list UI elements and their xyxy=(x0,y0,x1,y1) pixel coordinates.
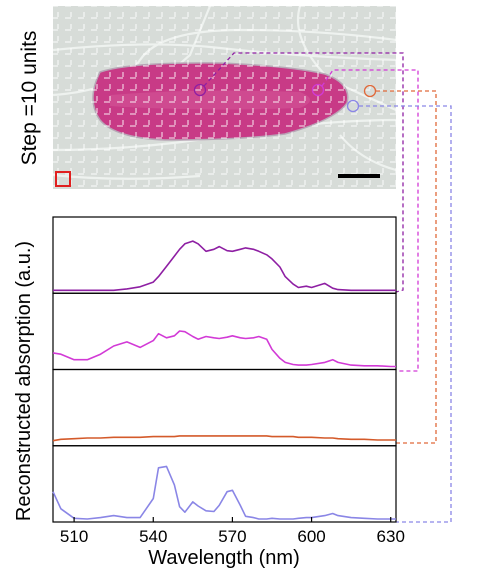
spectrum-panel-2 xyxy=(52,292,397,371)
panel-frame-3 xyxy=(52,368,397,447)
x-tick-label-600: 600 xyxy=(297,527,325,546)
connector-1 xyxy=(193,52,404,293)
x-axis-title: Wavelength (nm) xyxy=(148,547,300,569)
scale-bar xyxy=(338,174,380,178)
x-tick-label-630: 630 xyxy=(377,527,405,546)
sample-point-2 xyxy=(311,83,325,97)
spectrum-line-1 xyxy=(53,240,396,292)
panel-frame-1 xyxy=(52,216,397,294)
connector-4 xyxy=(346,99,452,523)
step-marker xyxy=(55,171,71,187)
leader-line-4 xyxy=(359,105,452,523)
panel-frame-2 xyxy=(52,292,397,371)
spectrum-line-3 xyxy=(52,435,396,442)
sample-point-3 xyxy=(363,84,377,98)
sample-point-1 xyxy=(193,83,207,97)
leader-line-1 xyxy=(203,52,404,293)
panel-frame-4 xyxy=(52,445,397,523)
spectrum-line-2 xyxy=(52,330,396,368)
sample-point-4 xyxy=(346,99,360,113)
connector-2 xyxy=(311,69,419,372)
spectra-panels: 510 540 570 600 630 xyxy=(52,216,405,546)
y-axis-title: Reconstructed absorption (a.u.) xyxy=(13,241,35,521)
spectrum-panel-3 xyxy=(52,368,397,447)
sampling-grid xyxy=(53,6,396,189)
micrograph xyxy=(52,5,397,189)
connector-3 xyxy=(363,84,437,444)
x-tick-label-570: 570 xyxy=(218,527,246,546)
spectrum-line-4 xyxy=(52,465,396,520)
spectrum-panel-4 xyxy=(52,445,397,523)
x-tick-label-510: 510 xyxy=(60,527,88,546)
x-tick-label-540: 540 xyxy=(139,527,167,546)
step-label: Step =10 units xyxy=(18,31,41,166)
spectrum-panel-1 xyxy=(52,216,397,294)
connectors xyxy=(193,52,452,523)
leader-line-3 xyxy=(376,90,437,444)
